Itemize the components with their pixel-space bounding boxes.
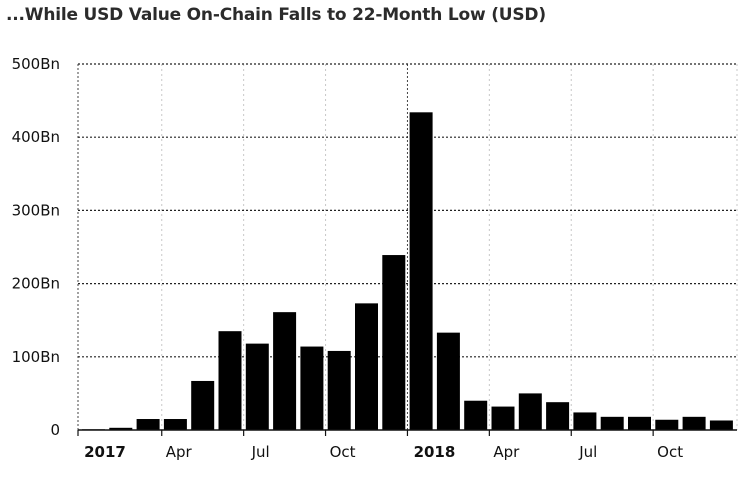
x-axis-ticks bbox=[77, 430, 654, 436]
bar bbox=[109, 427, 133, 430]
y-tick-label: 400Bn bbox=[12, 128, 60, 146]
chart-title: ...While USD Value On-Chain Falls to 22-… bbox=[6, 5, 546, 25]
bar bbox=[491, 406, 515, 430]
bar bbox=[355, 303, 378, 430]
x-tick-label: Oct bbox=[330, 443, 356, 461]
y-tick-label: 500Bn bbox=[12, 55, 60, 73]
bar bbox=[464, 400, 488, 430]
bar bbox=[163, 419, 187, 430]
bar bbox=[300, 346, 324, 430]
x-tick-label: 2017 bbox=[84, 443, 126, 461]
bar bbox=[546, 402, 570, 430]
bar bbox=[245, 343, 269, 430]
bar bbox=[573, 412, 597, 430]
bar bbox=[136, 419, 160, 430]
x-tick-label: Apr bbox=[166, 443, 193, 461]
bar bbox=[709, 420, 733, 430]
bar bbox=[682, 416, 706, 430]
vertical-gridlines bbox=[77, 64, 738, 430]
bar bbox=[436, 332, 460, 430]
y-tick-label: 100Bn bbox=[12, 348, 60, 366]
x-tick-label: Oct bbox=[657, 443, 683, 461]
bar bbox=[218, 331, 242, 430]
y-tick-label: 200Bn bbox=[12, 275, 60, 293]
y-axis-labels: 0 100Bn 200Bn 300Bn 400Bn 500Bn bbox=[12, 55, 60, 439]
bar bbox=[327, 350, 351, 430]
bar bbox=[600, 416, 624, 430]
y-tick-label: 300Bn bbox=[12, 201, 60, 219]
bar bbox=[382, 255, 406, 430]
y-tick-label: 0 bbox=[50, 421, 60, 439]
bar bbox=[518, 393, 542, 430]
bar bbox=[628, 416, 651, 430]
bar bbox=[273, 312, 297, 430]
x-axis-labels: 2017 Apr Jul Oct 2018 Apr Jul Oct bbox=[84, 443, 683, 461]
x-tick-label: Apr bbox=[493, 443, 520, 461]
bar bbox=[655, 419, 679, 430]
x-tick-label: Jul bbox=[578, 443, 597, 461]
horizontal-gridlines bbox=[78, 63, 737, 358]
bar bbox=[191, 380, 215, 430]
bars-group bbox=[82, 112, 733, 431]
bar bbox=[409, 112, 433, 430]
x-tick-label: Jul bbox=[251, 443, 270, 461]
x-tick-label: 2018 bbox=[414, 443, 456, 461]
